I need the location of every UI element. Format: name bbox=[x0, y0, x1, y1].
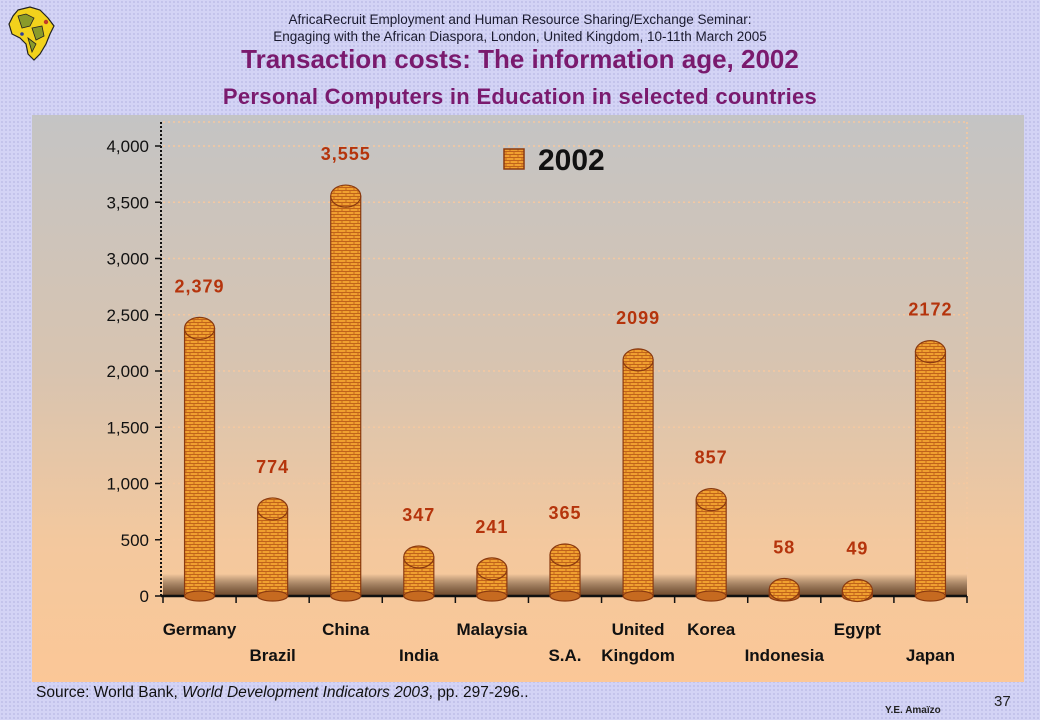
data-label: 58 bbox=[773, 537, 795, 557]
data-label: 774 bbox=[256, 457, 289, 477]
bar-body bbox=[330, 195, 362, 597]
bar bbox=[403, 545, 435, 602]
category-label: Germany bbox=[163, 620, 237, 639]
data-label: 365 bbox=[548, 503, 581, 523]
bar bbox=[622, 348, 654, 602]
y-tick-label: 2,000 bbox=[106, 362, 149, 381]
bar bbox=[914, 340, 947, 602]
y-tick-label: 4,000 bbox=[106, 137, 149, 156]
bar-base bbox=[183, 590, 216, 602]
category-label: Kingdom bbox=[601, 646, 675, 665]
category-label: Malaysia bbox=[456, 620, 527, 639]
data-label: 3,555 bbox=[321, 144, 371, 164]
bar-base bbox=[403, 590, 435, 602]
bar-cap bbox=[330, 184, 362, 208]
y-tick-label: 500 bbox=[121, 531, 149, 550]
bar-body bbox=[257, 508, 289, 597]
data-label: 347 bbox=[402, 505, 435, 525]
source-suffix: , pp. 297-296.. bbox=[428, 684, 529, 701]
source-prefix: Source: World Bank, bbox=[36, 684, 183, 701]
category-label: Brazil bbox=[249, 646, 295, 665]
category-label: India bbox=[399, 646, 439, 665]
bar bbox=[476, 557, 508, 602]
category-label: Indonesia bbox=[745, 646, 825, 665]
bar-cap bbox=[695, 487, 727, 512]
category-label: Egypt bbox=[834, 620, 882, 639]
africa-map-logo bbox=[8, 6, 55, 61]
bar-base bbox=[257, 590, 289, 602]
slide-title: Transaction costs: The information age, … bbox=[241, 44, 799, 74]
category-label: United bbox=[612, 620, 665, 639]
bar-cap bbox=[841, 578, 873, 603]
category-label: Korea bbox=[687, 620, 736, 639]
data-label: 2,379 bbox=[175, 276, 225, 296]
bar-cap bbox=[549, 543, 581, 567]
category-label: Japan bbox=[906, 646, 955, 665]
bar-cap bbox=[183, 316, 216, 340]
bar bbox=[330, 184, 362, 602]
bar-base bbox=[622, 590, 654, 602]
data-label: 49 bbox=[846, 538, 868, 558]
bar-body bbox=[622, 359, 654, 597]
category-label: S.A. bbox=[548, 646, 581, 665]
bar-cap bbox=[768, 577, 800, 602]
bar bbox=[257, 497, 289, 602]
y-tick-label: 3,000 bbox=[106, 250, 149, 269]
y-tick-label: 1,000 bbox=[106, 475, 149, 494]
bar-chart: 05001,0001,5002,0002,5003,0003,5004,000 … bbox=[106, 121, 968, 665]
page-number: 37 bbox=[994, 693, 1011, 710]
author-credit: Y.E. Amaïzo bbox=[885, 705, 941, 716]
data-label: 2099 bbox=[616, 308, 660, 328]
bar-cap bbox=[476, 557, 508, 581]
y-tick-label: 0 bbox=[140, 587, 149, 606]
data-label: 857 bbox=[695, 448, 728, 468]
bar-body bbox=[183, 327, 216, 597]
bar bbox=[695, 487, 727, 602]
bar-cap bbox=[403, 545, 435, 569]
seminar-title-line2: Engaging with the African Diaspora, Lond… bbox=[273, 29, 767, 44]
source-citation: Source: World Bank, World Development In… bbox=[36, 684, 529, 702]
bar bbox=[183, 316, 216, 602]
bar-base bbox=[549, 590, 581, 602]
data-label: 241 bbox=[475, 517, 508, 537]
bar-body bbox=[914, 351, 947, 597]
bar bbox=[549, 543, 581, 602]
legend-swatch bbox=[503, 148, 525, 170]
bar bbox=[768, 577, 800, 602]
slide-subtitle: Personal Computers in Education in selec… bbox=[222, 84, 818, 109]
chart-panel: 0 500 1,000 1,500 2,000 2,500 3,000 3,500 4,000 … bbox=[32, 115, 1024, 682]
bar-body bbox=[695, 498, 727, 597]
bar-cap bbox=[914, 340, 947, 364]
y-tick-label: 3,500 bbox=[106, 193, 149, 212]
bar-base bbox=[476, 590, 508, 602]
bar-base bbox=[695, 590, 727, 602]
bar-base bbox=[914, 590, 947, 602]
y-tick-label: 1,500 bbox=[106, 418, 149, 437]
bar-cap bbox=[257, 497, 289, 521]
source-title: World Development Indicators 2003 bbox=[182, 684, 429, 701]
bar bbox=[841, 578, 873, 603]
legend-label: 2002 bbox=[538, 144, 605, 177]
seminar-title-line1: AfricaRecruit Employment and Human Resou… bbox=[288, 12, 752, 27]
bar-base bbox=[330, 590, 362, 602]
y-tick-label: 2,500 bbox=[106, 306, 149, 325]
data-label: 2172 bbox=[908, 300, 952, 320]
category-label: China bbox=[322, 620, 370, 639]
bar-cap bbox=[622, 348, 654, 372]
